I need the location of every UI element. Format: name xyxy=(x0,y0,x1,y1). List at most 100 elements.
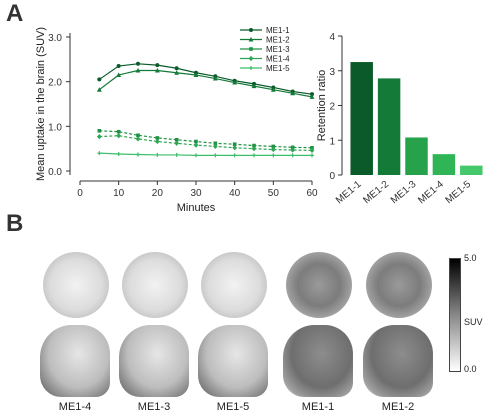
colorbar-mid-label: SUV xyxy=(464,317,483,327)
sagittal-image-4 xyxy=(283,325,353,397)
data-point xyxy=(232,79,238,85)
legend-marker xyxy=(249,28,253,32)
legend-label: ME1-1 xyxy=(266,26,290,35)
data-point xyxy=(271,144,276,149)
data-point xyxy=(174,70,180,75)
y-tick-label: 0 xyxy=(329,171,335,182)
colorbar-max-label: 5.0 xyxy=(464,253,477,263)
data-point xyxy=(194,153,198,158)
data-point xyxy=(270,146,276,153)
data-point xyxy=(252,143,256,148)
data-point xyxy=(116,133,122,139)
data-point xyxy=(270,87,276,92)
x-axis-title: Minutes xyxy=(177,202,216,214)
x-tick-label: 30 xyxy=(190,188,202,199)
suv-colorbar xyxy=(449,258,461,372)
legend-label: ME1-2 xyxy=(266,36,290,45)
legend-marker xyxy=(248,36,254,42)
data-point xyxy=(194,139,198,144)
data-point xyxy=(154,67,160,73)
legend-marker xyxy=(249,47,253,51)
data-point xyxy=(174,140,180,146)
data-point xyxy=(212,75,218,81)
data-point xyxy=(309,94,315,99)
data-point xyxy=(155,63,160,68)
series-line-3 xyxy=(99,130,313,149)
sagittal-image-3 xyxy=(198,325,268,397)
axial-image-3 xyxy=(201,252,267,318)
data-point xyxy=(116,64,121,69)
y-tick-label: 3.0 xyxy=(48,33,62,44)
series-line-1 xyxy=(98,63,313,95)
data-point xyxy=(232,145,238,151)
colorbar-min-label: 0.0 xyxy=(464,364,477,374)
data-point xyxy=(96,134,102,140)
bar-me1-2 xyxy=(377,78,401,175)
data-point xyxy=(174,137,179,142)
data-point xyxy=(290,145,295,150)
data-point xyxy=(310,92,314,97)
data-point xyxy=(174,152,179,157)
y-tick-label: 0.0 xyxy=(48,167,62,178)
data-point xyxy=(116,129,121,134)
y-tick-label: 3 xyxy=(329,67,335,78)
data-point xyxy=(193,72,199,77)
y-axis-title: Mean uptake in the brain (SUV) xyxy=(35,27,47,181)
data-point xyxy=(97,151,102,156)
axial-image-4 xyxy=(286,252,352,318)
sagittal-image-1 xyxy=(40,325,110,397)
legend-label: ME1-3 xyxy=(266,45,290,54)
x-tick-label: 0 xyxy=(77,188,83,199)
axial-image-2 xyxy=(122,252,188,318)
image-label: ME1-2 xyxy=(381,401,415,413)
series-line-4 xyxy=(99,135,313,152)
data-point xyxy=(310,153,314,158)
y-tick-label: 1.0 xyxy=(48,122,62,133)
data-point xyxy=(251,146,257,152)
data-point xyxy=(135,67,141,73)
bar-me1-4 xyxy=(432,154,456,175)
series-line-2 xyxy=(98,69,313,98)
data-point xyxy=(155,136,160,140)
legend-marker xyxy=(249,66,253,70)
axial-image-5 xyxy=(366,252,432,318)
panel-a-letter: A xyxy=(6,0,24,27)
x-tick-label: 10 xyxy=(113,188,125,199)
data-point xyxy=(212,143,218,150)
data-point xyxy=(290,90,296,96)
data-point xyxy=(174,66,179,71)
data-point xyxy=(309,147,315,154)
data-point xyxy=(290,153,295,158)
data-point xyxy=(232,153,237,158)
y-tick-label: 2 xyxy=(329,102,335,113)
y-tick-label: 2.0 xyxy=(48,78,62,89)
x-tick-label: 20 xyxy=(152,188,164,199)
x-tick-label: ME1-5 xyxy=(444,179,474,207)
data-point xyxy=(232,142,237,146)
data-point xyxy=(97,129,102,133)
image-label: ME1-1 xyxy=(301,401,335,413)
legend-marker xyxy=(248,55,254,62)
data-point xyxy=(135,136,141,142)
x-tick-label: 40 xyxy=(229,188,241,199)
bar-chart: 0 1 2 3 4 Retention ratio ME1-1ME1-2ME1-3ME1-4… xyxy=(316,32,483,207)
data-point xyxy=(97,77,102,82)
image-label: ME1-4 xyxy=(58,401,92,413)
data-point xyxy=(116,152,121,157)
image-label: ME1-3 xyxy=(137,401,171,413)
y-tick-label: 1 xyxy=(329,136,335,147)
data-point xyxy=(155,152,160,157)
sagittal-image-5 xyxy=(363,325,433,397)
bar-me1-5 xyxy=(460,165,483,175)
data-point xyxy=(310,145,314,150)
line-chart: 0.0 1.0 2.0 3.0 0 10 20 30 40 50 60 Minutes Mean upt… xyxy=(35,26,318,214)
panel-b-letter: B xyxy=(6,210,24,237)
data-point xyxy=(136,152,140,157)
x-tick-label: ME1-3 xyxy=(389,179,419,207)
sagittal-image-2 xyxy=(119,325,189,397)
legend-label: ME1-4 xyxy=(266,55,290,64)
data-point xyxy=(116,72,122,77)
bar-me1-1 xyxy=(350,62,373,175)
image-label: ME1-5 xyxy=(216,401,250,413)
series-line-5 xyxy=(99,152,312,156)
